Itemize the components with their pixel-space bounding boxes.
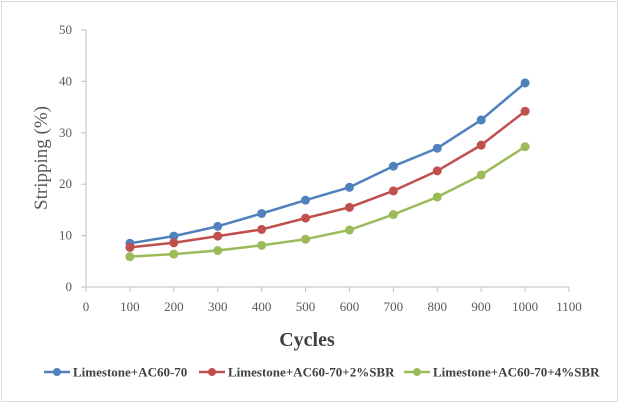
data-point bbox=[169, 238, 179, 248]
data-point bbox=[301, 234, 311, 244]
data-point bbox=[476, 140, 486, 150]
series-line bbox=[129, 110, 526, 249]
series-3 bbox=[125, 142, 530, 262]
series-line bbox=[129, 81, 526, 245]
data-point bbox=[388, 186, 398, 196]
data-point bbox=[213, 231, 223, 241]
x-tick-label: 500 bbox=[296, 299, 316, 314]
y-tick-label: 40 bbox=[59, 73, 72, 88]
y-tick-label: 30 bbox=[59, 125, 72, 140]
x-tick-label: 700 bbox=[384, 299, 404, 314]
chart-axes bbox=[85, 30, 569, 288]
y-tick-label: 50 bbox=[59, 22, 72, 37]
x-tick-label: 200 bbox=[164, 299, 184, 314]
data-point bbox=[213, 221, 223, 231]
y-tick-label: 0 bbox=[66, 279, 73, 294]
data-point bbox=[169, 249, 179, 259]
x-tick-label: 400 bbox=[252, 299, 272, 314]
x-tick-label: 900 bbox=[471, 299, 491, 314]
x-tick-label: 600 bbox=[340, 299, 360, 314]
y-tick-label: 10 bbox=[59, 228, 72, 243]
x-tick-label: 300 bbox=[208, 299, 228, 314]
legend-label: Limestone+AC60-70 bbox=[73, 365, 187, 380]
data-point bbox=[344, 225, 354, 235]
data-point bbox=[169, 231, 179, 241]
data-point bbox=[257, 208, 267, 218]
series-1 bbox=[125, 78, 530, 248]
data-point bbox=[257, 240, 267, 250]
data-point bbox=[476, 115, 486, 125]
legend-label: Limestone+AC60-70+2%SBR bbox=[228, 365, 395, 380]
x-tick-label: 1000 bbox=[512, 299, 538, 314]
y-axis-title: Stripping (%) bbox=[31, 106, 52, 210]
x-tick-label: 1100 bbox=[556, 299, 582, 314]
data-point bbox=[344, 182, 354, 192]
series-layer bbox=[125, 78, 530, 262]
data-point bbox=[520, 142, 530, 152]
legend-item: Limestone+AC60-70 bbox=[44, 365, 187, 380]
legend-item: Limestone+AC60-70+4%SBR bbox=[404, 365, 600, 380]
data-point bbox=[301, 195, 311, 205]
legend: Limestone+AC60-70 Limestone+AC60-70+2%SBR… bbox=[44, 365, 600, 380]
data-point bbox=[213, 246, 223, 256]
x-axis-title: Cycles bbox=[279, 329, 335, 351]
legend-swatch-marker bbox=[208, 368, 216, 376]
series-2 bbox=[125, 106, 530, 252]
data-point bbox=[388, 161, 398, 171]
x-tick-labels: 0 100 200 300 400 500 600 700 800 900 1000 1100 bbox=[83, 287, 582, 314]
data-point bbox=[520, 78, 530, 88]
x-tick-label: 100 bbox=[120, 299, 140, 314]
data-point bbox=[344, 202, 354, 212]
legend-label: Limestone+AC60-70+4%SBR bbox=[433, 365, 600, 380]
data-point bbox=[476, 170, 486, 180]
y-tick-labels: 0 10 20 30 40 50 bbox=[59, 22, 86, 294]
data-point bbox=[388, 210, 398, 220]
y-tick-label: 20 bbox=[59, 176, 72, 191]
data-point bbox=[257, 224, 267, 234]
data-point bbox=[125, 252, 135, 262]
legend-item: Limestone+AC60-70+2%SBR bbox=[199, 365, 395, 380]
legend-swatch-marker bbox=[413, 368, 421, 376]
series-line bbox=[129, 145, 526, 258]
legend-swatch-marker bbox=[53, 368, 61, 376]
data-point bbox=[301, 213, 311, 223]
data-point bbox=[520, 106, 530, 116]
data-point bbox=[125, 242, 135, 252]
data-point bbox=[432, 166, 442, 176]
data-point bbox=[432, 192, 442, 202]
x-tick-label: 800 bbox=[428, 299, 448, 314]
x-tick-label: 0 bbox=[83, 299, 90, 314]
data-point bbox=[432, 143, 442, 153]
